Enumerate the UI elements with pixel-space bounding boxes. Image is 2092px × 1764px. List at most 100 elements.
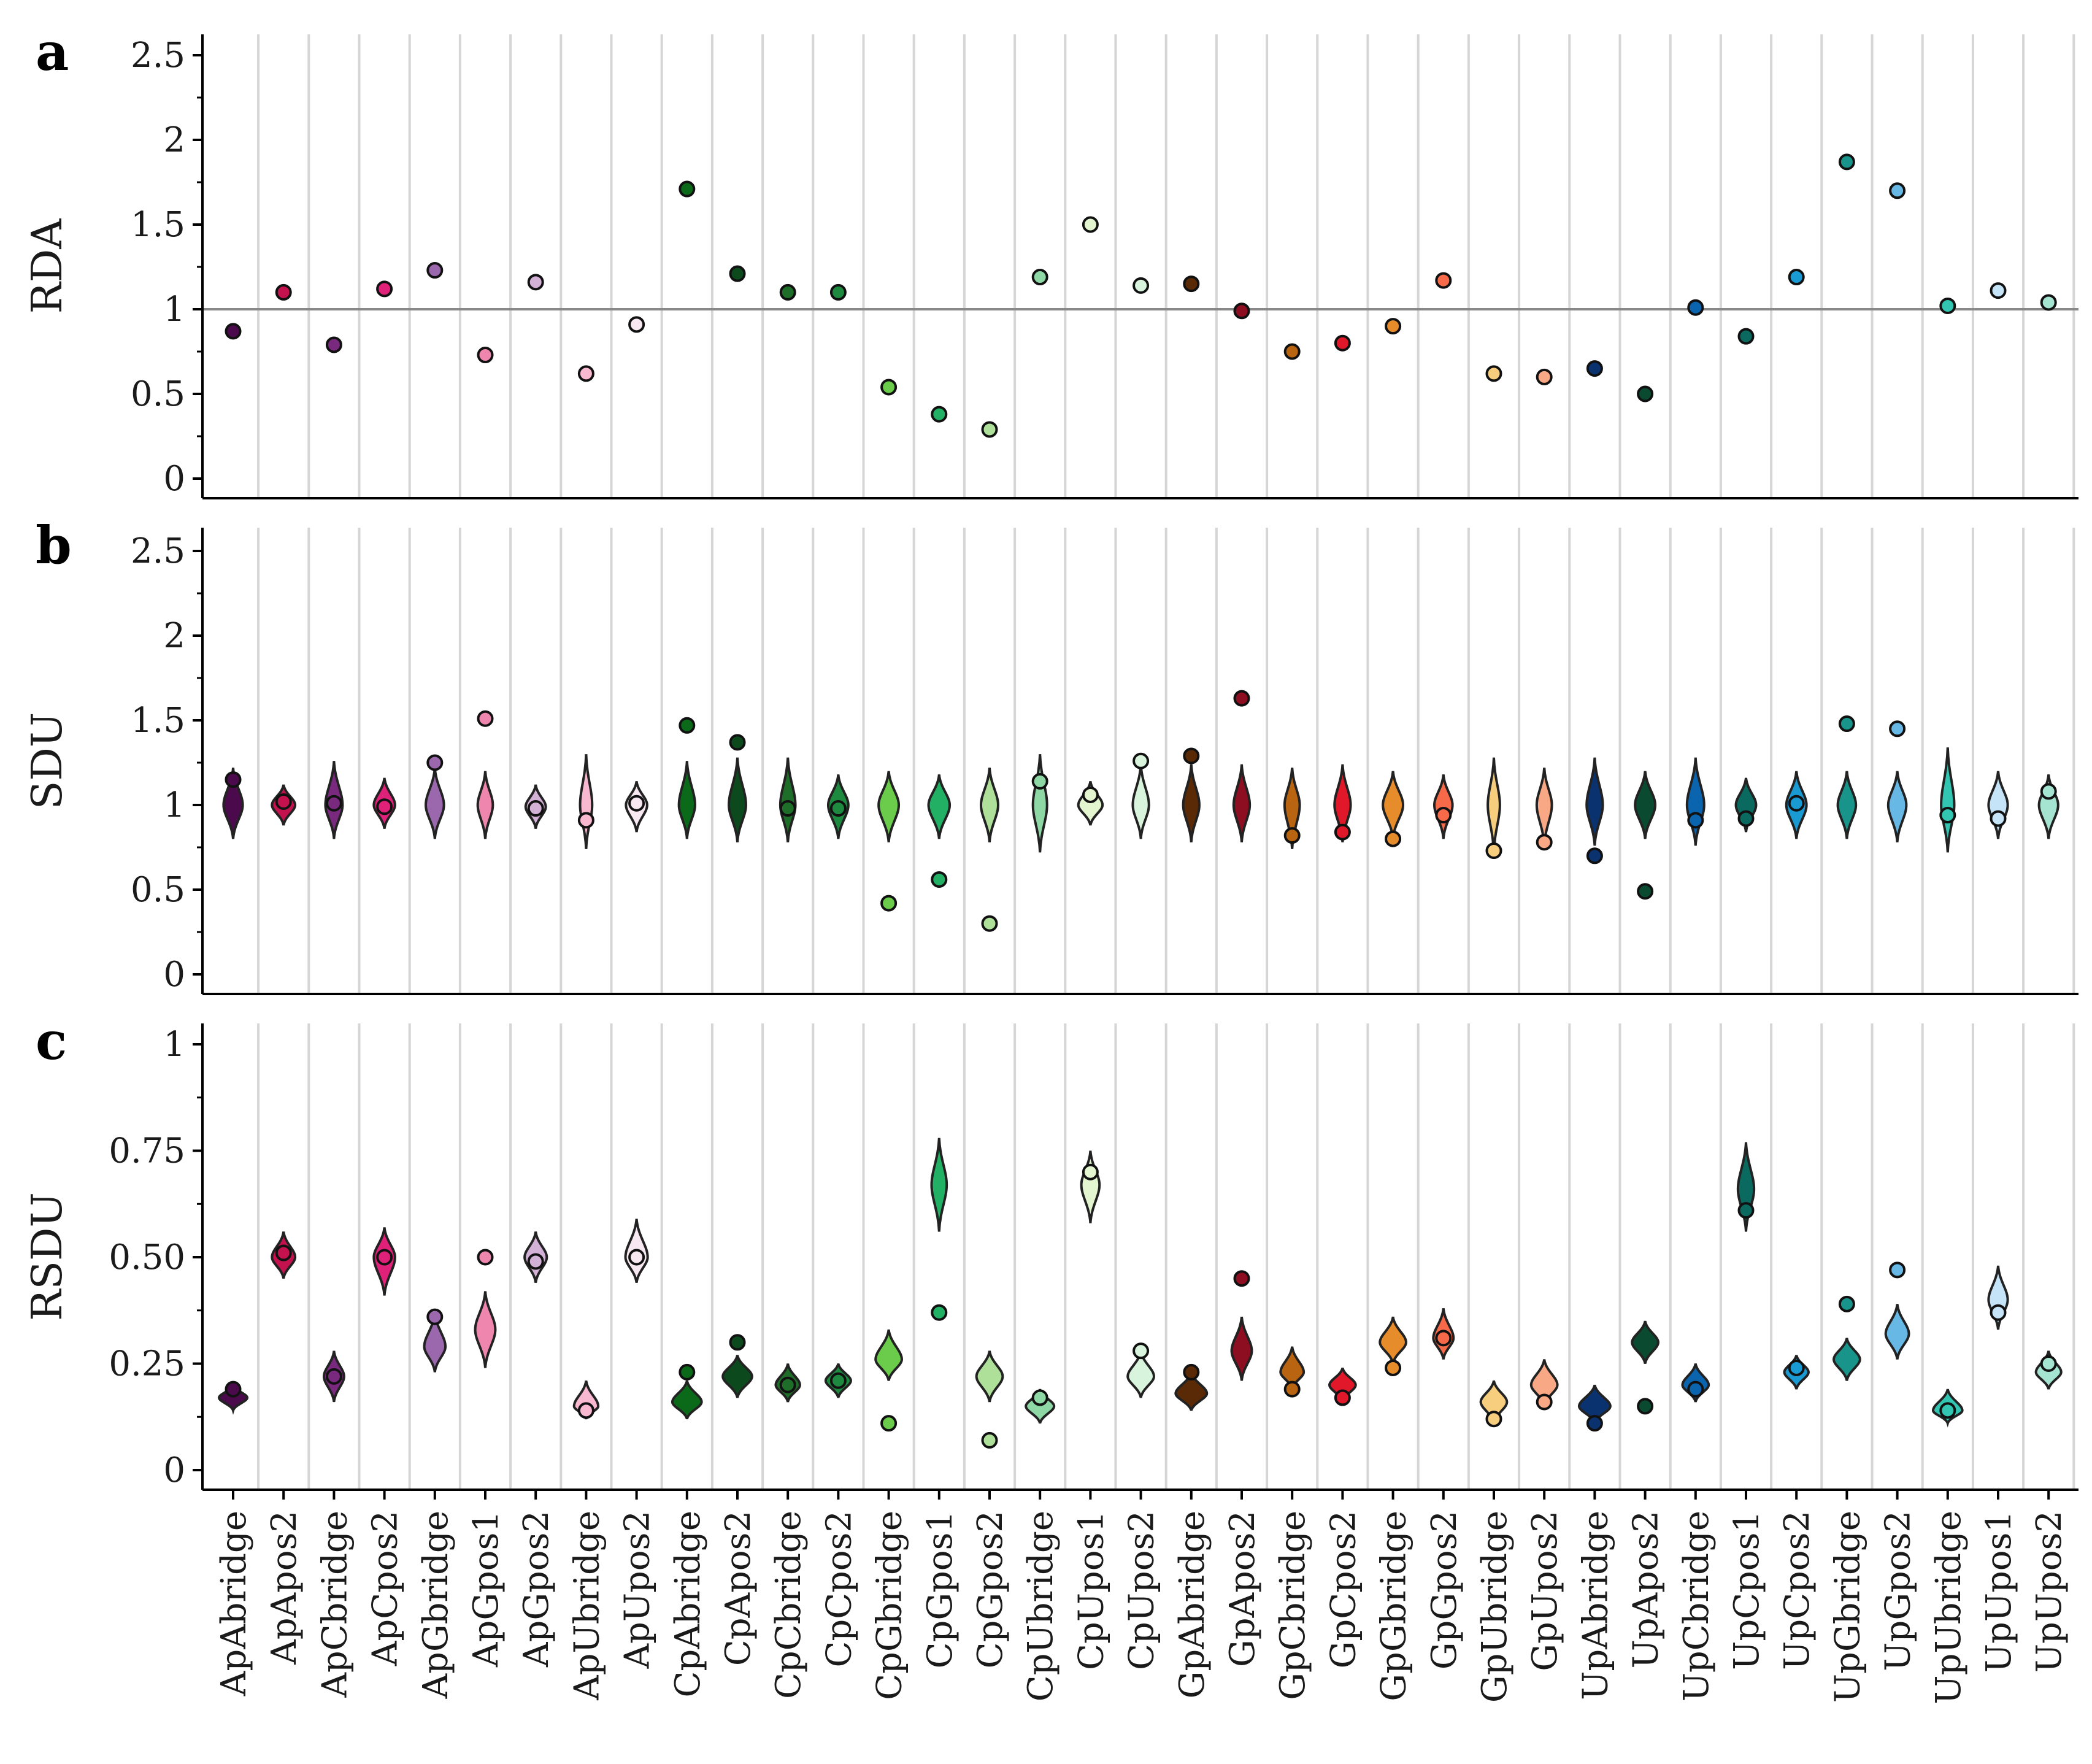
- x-tick-label-UpUpos1: UpUpos1: [1979, 1511, 2019, 1673]
- x-tick-label-ApUbridge: ApUbridge: [567, 1511, 607, 1701]
- point-c-ApCpos2: [376, 1249, 393, 1266]
- x-tick-label-UpGbridge: UpGbridge: [1828, 1511, 1867, 1703]
- x-tick-label-UpUbridge: UpUbridge: [1929, 1511, 1969, 1704]
- x-tick-label-CpApos2: CpApos2: [718, 1511, 758, 1666]
- point-layer: [225, 153, 2057, 1449]
- axes-layer: [193, 34, 2079, 1500]
- point-b-ApApos2: [275, 793, 292, 810]
- point-b-UpUpos1: [1990, 810, 2007, 827]
- x-tick-label-CpGpos2: CpGpos2: [971, 1511, 1010, 1668]
- point-a-GpAbridge: [1183, 275, 1200, 293]
- violin-b-UpGbridge: [1836, 771, 1858, 839]
- x-tick-label-CpCbridge: CpCbridge: [769, 1511, 809, 1699]
- y-tick-label-a: 2.5: [131, 36, 185, 75]
- point-c-GpAbridge: [1183, 1363, 1200, 1381]
- point-c-GpApos2: [1233, 1270, 1250, 1287]
- violin-c-GpAbridge: [1174, 1371, 1209, 1411]
- y-tick-label-a: 1: [163, 290, 185, 329]
- y-tick-label-a: 0: [163, 459, 185, 499]
- point-a-ApApos2: [275, 283, 292, 301]
- x-tick-label-ApAbridge: ApAbridge: [214, 1511, 254, 1697]
- violin-c-CpGpos2: [975, 1350, 1004, 1403]
- point-c-CpUpos2: [1133, 1342, 1150, 1360]
- point-b-ApGpos1: [477, 710, 494, 727]
- x-tick-label-CpGpos1: CpGpos1: [920, 1511, 960, 1668]
- point-a-ApGpos1: [477, 347, 494, 364]
- point-c-ApGpos2: [527, 1253, 544, 1270]
- point-b-GpCpos2: [1334, 823, 1351, 841]
- point-a-UpCpos2: [1788, 269, 1805, 286]
- point-b-CpAbridge: [679, 717, 696, 734]
- x-tick-label-ApCbridge: ApCbridge: [315, 1511, 355, 1698]
- violin-c-CpAbridge: [671, 1380, 703, 1420]
- point-c-ApCbridge: [325, 1368, 342, 1385]
- x-tick-label-CpUpos2: CpUpos2: [1122, 1511, 1162, 1670]
- point-c-GpCbridge: [1283, 1381, 1301, 1398]
- point-c-ApApos2: [275, 1244, 292, 1261]
- violin-b-GpApos2: [1232, 764, 1252, 842]
- violin-layer: [217, 747, 2063, 1428]
- point-c-GpUpos2: [1536, 1393, 1553, 1411]
- point-b-UpGbridge: [1838, 715, 1855, 733]
- violin-c-ApAbridge: [217, 1381, 249, 1415]
- point-b-CpUbridge: [1031, 772, 1048, 790]
- point-b-CpGbridge: [880, 895, 898, 912]
- panel-letter-b: b: [36, 515, 72, 576]
- point-c-CpUbridge: [1031, 1389, 1048, 1406]
- violin-b-CpGpos2: [980, 768, 999, 842]
- y-tick-label-a: 1.5: [131, 205, 185, 245]
- violin-c-ApGpos1: [474, 1291, 497, 1368]
- point-a-CpGbridge: [880, 379, 898, 396]
- point-c-ApUbridge: [577, 1402, 594, 1419]
- violin-b-GpCbridge: [1283, 768, 1301, 849]
- violin-c-GpGbridge: [1379, 1316, 1407, 1365]
- point-a-UpApos2: [1637, 385, 1654, 402]
- x-tick-label-ApGbridge: ApGbridge: [416, 1511, 456, 1699]
- point-b-ApCpos2: [376, 798, 393, 815]
- point-c-UpCpos2: [1788, 1359, 1805, 1376]
- violin-c-CpGpos1: [930, 1138, 948, 1232]
- point-a-CpCpos2: [829, 283, 847, 301]
- x-tick-label-GpCpos2: GpCpos2: [1323, 1511, 1363, 1668]
- violin-b-ApGbridge: [425, 768, 445, 839]
- x-tick-label-GpGpos2: GpGpos2: [1425, 1511, 1464, 1670]
- y-axis-label-a: RDA: [23, 218, 72, 314]
- point-c-ApGbridge: [426, 1308, 444, 1325]
- point-c-CpCbridge: [779, 1376, 796, 1393]
- y-tick-label-b: 1.5: [131, 701, 185, 741]
- violin-b-CpGpos1: [927, 774, 952, 839]
- point-b-CpUpos1: [1082, 786, 1099, 803]
- point-b-ApAbridge: [225, 771, 242, 788]
- text-layer: 0 0.5 1 1.5 2 2.5 RDA a 0 0.5 1 1.5 2 2.5 SDU b 0 0.25 0.5…: [23, 21, 2069, 1704]
- point-a-UpGbridge: [1838, 153, 1855, 171]
- violin-c-UpGbridge: [1832, 1338, 1861, 1381]
- violin-b-CpAbridge: [677, 761, 696, 839]
- point-b-CpCbridge: [779, 800, 796, 817]
- point-b-UpCpos1: [1737, 810, 1755, 827]
- violin-b-GpAbridge: [1182, 764, 1201, 842]
- x-tick-label-CpUbridge: CpUbridge: [1021, 1511, 1061, 1701]
- x-tick-label-GpAbridge: GpAbridge: [1172, 1511, 1212, 1698]
- point-a-GpUpos2: [1536, 368, 1553, 385]
- violin-b-UpApos2: [1634, 771, 1657, 839]
- point-a-GpCpos2: [1334, 334, 1351, 352]
- violin-b-UpCbridge: [1685, 757, 1706, 846]
- point-c-UpUbridge: [1939, 1402, 1956, 1419]
- point-c-CpGbridge: [880, 1415, 898, 1432]
- point-a-CpApos2: [729, 265, 746, 282]
- point-c-CpUpos1: [1082, 1163, 1099, 1180]
- y-tick-label-b: 2: [163, 616, 185, 656]
- y-tick-label-c: 0: [163, 1450, 185, 1490]
- point-b-UpApos2: [1637, 883, 1654, 900]
- point-c-CpAbridge: [679, 1363, 696, 1381]
- point-a-ApCpos2: [376, 280, 393, 298]
- violin-b-ApGpos1: [476, 771, 494, 839]
- point-a-CpUbridge: [1031, 269, 1048, 286]
- point-a-GpUbridge: [1485, 365, 1502, 382]
- y-tick-label-c: 0.50: [109, 1238, 185, 1277]
- point-b-GpUpos2: [1536, 834, 1553, 851]
- x-tick-label-UpGpos2: UpGpos2: [1879, 1511, 1918, 1671]
- point-c-UpUpos2: [2040, 1355, 2057, 1372]
- violin-b-CpApos2: [728, 757, 747, 842]
- point-b-ApUbridge: [577, 812, 594, 829]
